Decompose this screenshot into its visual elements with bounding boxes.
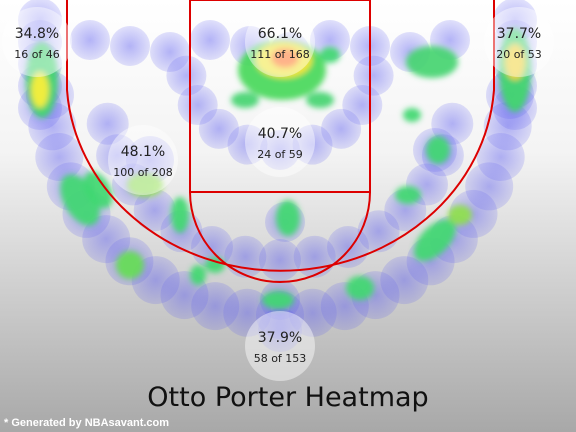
zone-pct-label: 40.7%	[258, 126, 302, 142]
zone-bubble-circle	[2, 7, 72, 77]
zone-bubble-circle	[245, 7, 315, 77]
heat-core-6	[271, 48, 299, 68]
heat-core-8	[306, 92, 334, 108]
zone-bubble-above-break-three: 37.9% 58 of 153	[245, 311, 315, 381]
heat-core-14	[190, 265, 206, 285]
zone-attempts-label: 58 of 153	[254, 352, 307, 365]
zone-pct-label: 37.7%	[497, 26, 541, 42]
heat-halo-42	[260, 130, 300, 170]
zone-bubble-right-corner-three: 37.7% 20 of 53	[484, 7, 554, 77]
free-throw-circle	[189, 191, 371, 283]
heat-core-layer	[26, 28, 531, 309]
heat-halo-70	[126, 136, 174, 184]
zone-bubble-left-corner-three: 34.8% 16 of 46	[2, 7, 72, 77]
zone-pct-label: 66.1%	[258, 26, 302, 42]
court-lines	[66, 0, 495, 283]
zone-attempts-label: 100 of 208	[113, 166, 173, 179]
heat-halo-58	[110, 26, 150, 66]
heat-halo-41	[292, 124, 333, 165]
heat-core-21	[395, 186, 421, 204]
heat-core-1	[31, 72, 49, 108]
heat-halo-57	[70, 20, 110, 60]
zone-bubble-left-midrange: 48.1% 100 of 208	[108, 125, 178, 195]
zone-attempts-label: 20 of 53	[496, 48, 542, 61]
heat-core-13	[171, 197, 189, 233]
heat-halo-37	[86, 102, 129, 145]
heat-halo-60	[190, 20, 230, 60]
heat-core-24	[320, 47, 340, 63]
heat-core-18	[346, 276, 374, 300]
paint-box	[189, 0, 371, 193]
zone-bubble-circle	[108, 125, 178, 195]
heat-core-17	[262, 291, 294, 309]
zone-pct-label: 37.9%	[258, 330, 302, 346]
heat-core-22	[426, 136, 450, 164]
heat-core-19	[414, 219, 456, 261]
heat-core-9	[231, 92, 259, 108]
zone-bubble-paint-non-ra: 40.7% 24 of 59	[245, 107, 315, 177]
zone-bubble-circle	[484, 7, 554, 77]
zone-bubbles: 34.8% 16 of 46 66.1% 111 of 168 37.7% 20 of 5…	[2, 7, 554, 381]
zone-attempts-label: 16 of 46	[14, 48, 60, 61]
heat-core-20	[448, 205, 472, 225]
zone-attempts-label: 24 of 59	[257, 148, 303, 161]
heat-core-15	[205, 257, 225, 273]
heat-core-12	[127, 173, 163, 197]
chart-title: Otto Porter Heatmap	[147, 382, 429, 413]
zone-bubble-circle	[245, 311, 315, 381]
heat-halo-59	[150, 32, 190, 72]
zone-attempts-label: 111 of 168	[250, 48, 310, 61]
footer-credit: * Generated by NBAsavant.com	[4, 417, 170, 429]
zone-bubble-restricted-area: 66.1% 111 of 168	[245, 7, 315, 77]
three-point-line	[66, 0, 495, 272]
heat-core-3	[505, 44, 525, 80]
heat-core-16	[276, 200, 300, 236]
zone-pct-label: 48.1%	[121, 144, 165, 160]
heat-halo-63	[310, 20, 350, 60]
heat-halo-67	[258, 308, 302, 352]
heat-core-7	[406, 46, 458, 78]
heat-core-25	[83, 171, 113, 209]
heat-core-23	[403, 108, 421, 122]
heat-core-11	[116, 251, 144, 279]
zone-pct-label: 34.8%	[15, 26, 59, 42]
zone-bubble-circle	[245, 107, 315, 177]
